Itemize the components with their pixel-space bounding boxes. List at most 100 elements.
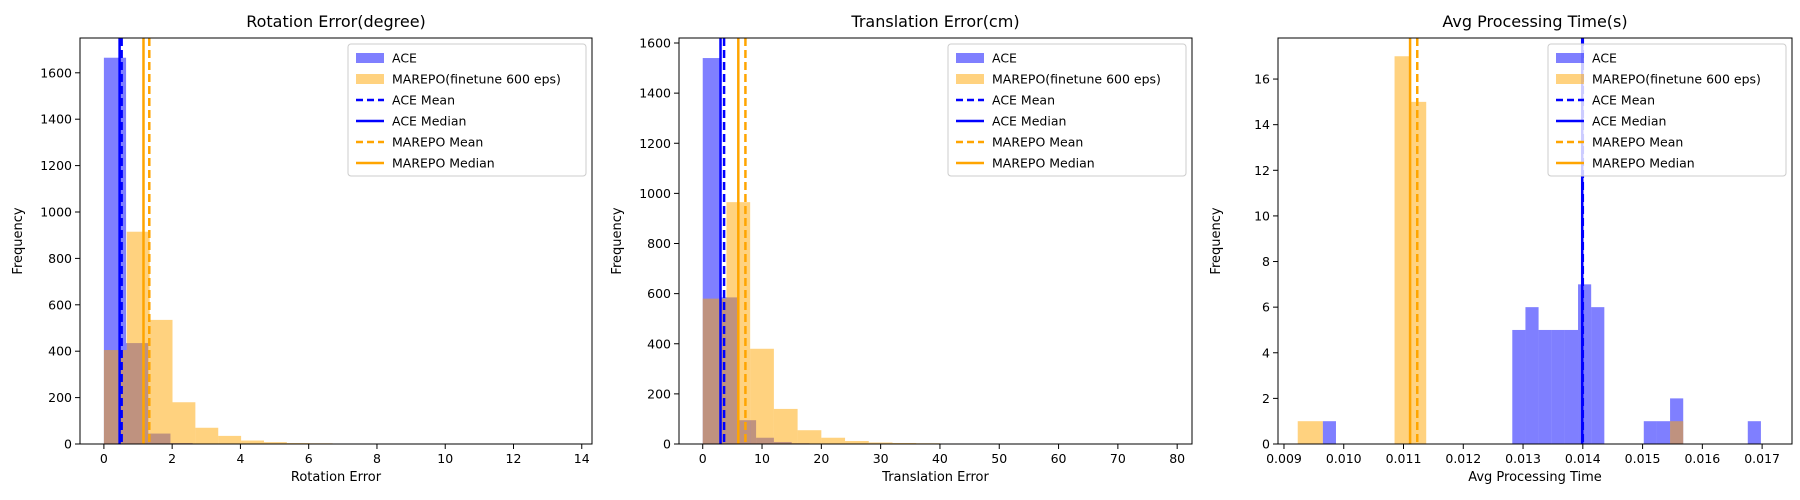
chart-title: Avg Processing Time(s) [1442, 12, 1627, 31]
legend-label: MAREPO Mean [392, 135, 483, 150]
x-tick-label: 0.011 [1386, 451, 1422, 466]
y-tick-label: 1200 [40, 158, 72, 173]
y-tick-label: 200 [647, 386, 671, 401]
plot-frame [1277, 37, 1793, 445]
x-tick-label: 10 [437, 451, 453, 466]
legend-swatch-ace [956, 53, 984, 63]
chart-title: Translation Error(cm) [850, 12, 1019, 31]
x-tick-label: 8 [373, 451, 381, 466]
x-tick-label: 2 [168, 451, 176, 466]
legend: ACE MAREPO(finetune 600 eps) ACE Mean ACE M… [347, 43, 587, 177]
histogram-bar-ace [1747, 421, 1761, 444]
x-tick-label: 0.014 [1565, 451, 1601, 466]
histogram-bar-marepo [868, 442, 893, 444]
histogram-bar-ace [1578, 284, 1592, 444]
legend-swatch-marepo [1556, 74, 1584, 84]
y-tick-label: 1400 [40, 112, 72, 127]
x-tick-label: 40 [932, 451, 948, 466]
legend-label: ACE [1592, 51, 1617, 66]
histogram-bar-marepo [821, 437, 846, 444]
y-tick-label: 800 [48, 251, 72, 266]
histogram-bar-marepo [149, 319, 173, 444]
y-tick-label: 600 [48, 297, 72, 312]
legend-label: ACE [392, 51, 417, 66]
legend-label: ACE Mean [992, 93, 1055, 108]
legend-label: ACE [992, 51, 1017, 66]
x-axis-label: Translation Error [881, 470, 989, 485]
legend-label: MAREPO(finetune 600 eps) [1592, 72, 1761, 87]
legend-swatch-marepo [356, 74, 384, 84]
x-tick-label: 10 [754, 451, 770, 466]
chart-title: Rotation Error(degree) [246, 12, 426, 31]
histogram-bar-marepo [892, 442, 917, 444]
histogram-bar-marepo [773, 408, 798, 444]
histogram-bar-ace [1525, 307, 1539, 444]
x-tick-label: 60 [1051, 451, 1067, 466]
x-tick-label: 0.009 [1266, 451, 1302, 466]
x-tick-label: 20 [813, 451, 829, 466]
x-tick-label: 0 [100, 451, 108, 466]
histogram-bar-marepo [845, 440, 869, 444]
legend-box [1547, 43, 1787, 177]
x-tick-label: 12 [506, 451, 522, 466]
chart-panel-3: 0.009 0.010 0.011 0.012 0.013 0.014 0.015 0.016… [1209, 12, 1793, 485]
y-tick-label: 1600 [639, 36, 671, 51]
histogram-bar-marepo [172, 402, 196, 444]
histogram-bar-ace [1512, 329, 1526, 444]
legend-box [947, 43, 1187, 177]
chart-panel-2: 0 10 20 30 40 50 60 70 8002004006008001000120014… [610, 12, 1193, 485]
histogram-bar-ace [1643, 421, 1657, 444]
chart-panel-1: 0 2 4 6 8 10 12 14 0 200 400 600 800 1000 1200 1400 1600… [11, 12, 593, 485]
y-tick-label: 4 [1262, 345, 1270, 360]
y-tick-label: 2 [1262, 391, 1270, 406]
x-tick-label: 14 [574, 451, 590, 466]
histogram-bar-marepo [1670, 421, 1684, 444]
histogram-bar-marepo [1394, 56, 1411, 444]
x-tick-label: 0.016 [1684, 451, 1720, 466]
histogram-bar-ace [1564, 329, 1579, 444]
histogram-bar-ace [1322, 421, 1336, 444]
histogram-bar-marepo [241, 440, 264, 444]
y-tick-label: 0 [64, 437, 72, 452]
x-tick-label: 6 [305, 451, 313, 466]
x-tick-label: 30 [873, 451, 889, 466]
y-tick-label: 14 [1254, 117, 1270, 132]
legend-label: ACE Median [1592, 114, 1666, 129]
histogram-bar-marepo [126, 231, 150, 444]
histogram-bar-marepo [263, 442, 287, 444]
histogram-bar-marepo [1297, 421, 1323, 444]
y-tick-label: 400 [647, 336, 671, 351]
histogram-bar-ace [1538, 329, 1552, 444]
y-axis-label: Frequency [1209, 207, 1224, 274]
x-tick-label: 0.010 [1326, 451, 1362, 466]
histogram-bar-marepo [218, 435, 242, 444]
y-tick-label: 0 [1262, 437, 1270, 452]
y-axis-label: Frequency [610, 207, 625, 274]
y-tick-label: 16 [1254, 72, 1270, 87]
legend-label: MAREPO Median [392, 156, 495, 171]
legend-label: MAREPO Median [992, 156, 1095, 171]
histogram-bar-marepo [195, 427, 219, 444]
y-tick-label: 800 [647, 236, 671, 251]
legend-swatch-marepo [956, 74, 984, 84]
x-axis-label: Avg Processing Time [1468, 470, 1602, 485]
histogram-bar-ace [1551, 329, 1565, 444]
x-axis-label: Rotation Error [291, 470, 382, 485]
legend-label: MAREPO Mean [992, 135, 1083, 150]
legend-label: MAREPO(finetune 600 eps) [992, 72, 1161, 87]
y-tick-label: 0 [663, 437, 671, 452]
x-tick-label: 0.015 [1625, 451, 1661, 466]
legend-label: MAREPO Mean [1592, 135, 1683, 150]
histogram-bar-ace [1656, 421, 1671, 444]
y-tick-label: 8 [1262, 254, 1270, 269]
x-tick-label: 80 [1169, 451, 1185, 466]
y-tick-label: 1000 [40, 205, 72, 220]
x-tick-label: 50 [991, 451, 1007, 466]
y-tick-label: 1000 [639, 186, 671, 201]
y-tick-label: 10 [1254, 208, 1270, 223]
y-tick-label: 6 [1262, 300, 1270, 315]
y-tick-label: 12 [1254, 163, 1270, 178]
legend-label: MAREPO(finetune 600 eps) [392, 72, 561, 87]
legend: ACE MAREPO(finetune 600 eps) ACE Mean ACE M… [1547, 43, 1787, 177]
